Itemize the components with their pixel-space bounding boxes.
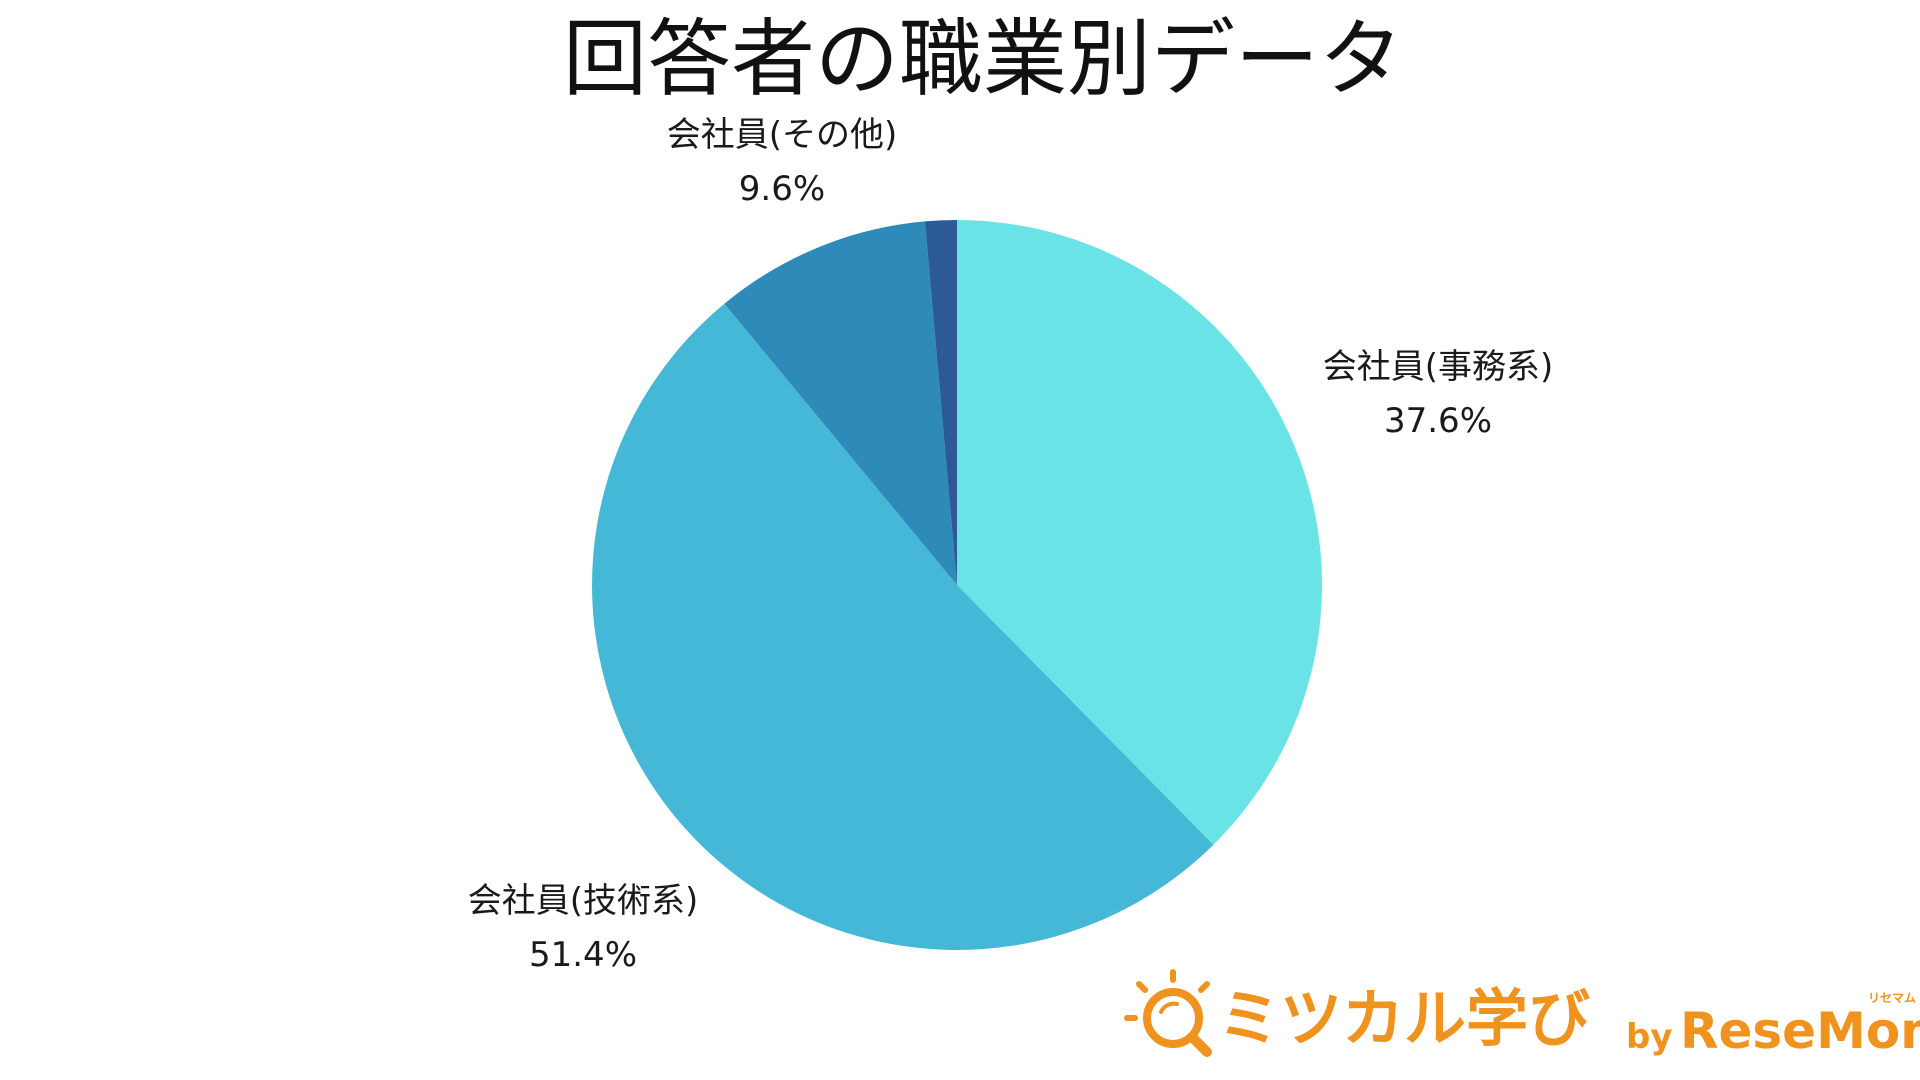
pie-slice-1	[957, 220, 1323, 845]
pie-slice-3	[724, 221, 957, 585]
pie-slices	[592, 220, 1323, 950]
slice-label-2: 会社員(技術系)	[468, 881, 699, 921]
pie-labels: 会社員(事務系) 37.6% 会社員(技術系) 51.4% 会社員(その他) 9.6%	[468, 115, 1554, 975]
partner-name: ReseMom	[1680, 1002, 1920, 1060]
partner-kana: リセマム	[1868, 991, 1916, 1005]
pie-slice-4	[924, 220, 957, 585]
slice-label-3: 会社員(その他)	[667, 115, 898, 155]
pie-slice-2	[592, 303, 1214, 950]
brand-name: ミツカル学び	[1218, 982, 1590, 1055]
magnifier-sun-icon	[1124, 969, 1212, 1057]
slice-label-1: 会社員(事務系)	[1323, 347, 1554, 387]
slice-value-2: 51.4%	[529, 935, 637, 975]
slice-value-1: 37.6%	[1384, 401, 1492, 441]
chart-title: 回答者の職業別データ	[563, 10, 1403, 108]
brand-by: by	[1626, 1017, 1673, 1057]
brand-logo: ミツカル学び by リセマム ReseMom	[1124, 969, 1920, 1060]
slice-value-3: 9.6%	[739, 169, 825, 209]
